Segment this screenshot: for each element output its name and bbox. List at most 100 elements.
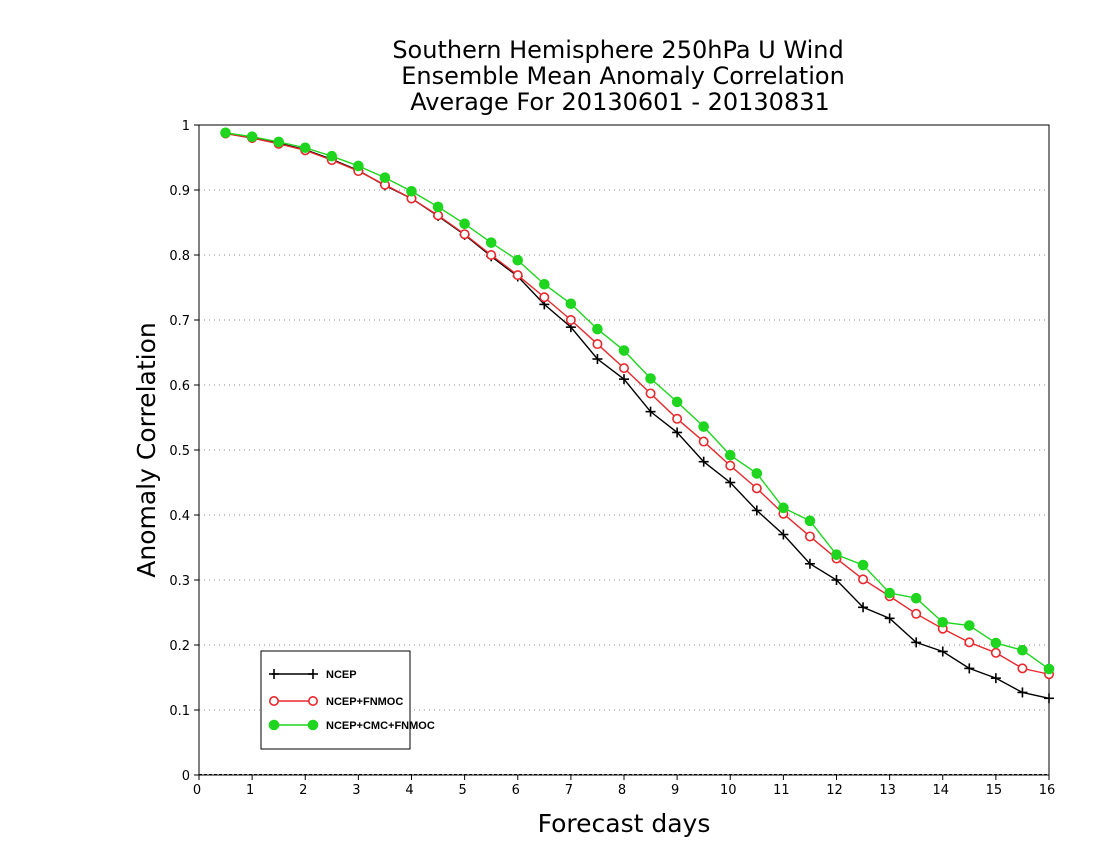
- data-point: [353, 160, 364, 172]
- x-tick-label: 7: [565, 783, 573, 798]
- data-point: [565, 298, 577, 310]
- data-point: [990, 647, 1001, 658]
- x-tick-label: 11: [773, 783, 790, 798]
- data-point: [671, 396, 683, 408]
- data-point: [459, 229, 470, 240]
- data-point: [1043, 663, 1055, 675]
- y-tick-label: 0.8: [169, 249, 190, 264]
- title-line-2: Ensemble Mean Anomaly Correlation: [401, 62, 845, 90]
- y-tick-label: 1: [182, 119, 190, 134]
- x-tick-label: 9: [671, 783, 679, 798]
- data-point: [804, 515, 816, 527]
- data-point: [964, 637, 975, 648]
- data-point: [910, 592, 922, 604]
- data-point: [964, 620, 975, 631]
- data-series: [220, 127, 1055, 704]
- series-ncep-fnmoc: [220, 128, 1055, 680]
- data-point: [698, 421, 709, 432]
- data-point: [857, 559, 869, 571]
- data-point: [539, 278, 550, 290]
- x-tick-label: 10: [720, 783, 737, 798]
- data-point: [539, 292, 550, 303]
- data-point: [592, 339, 603, 350]
- x-tick-label: 6: [512, 783, 520, 798]
- x-tick-label: 2: [299, 783, 307, 798]
- data-point: [307, 695, 318, 706]
- data-point: [804, 531, 815, 542]
- y-tick-label: 0.6: [169, 379, 190, 394]
- legend-box: [260, 650, 411, 750]
- data-point: [937, 616, 949, 628]
- y-tick-label: 0.4: [169, 509, 190, 524]
- data-point: [831, 549, 842, 560]
- data-point: [459, 218, 470, 230]
- data-point: [433, 210, 444, 221]
- data-point: [220, 127, 231, 139]
- data-point: [246, 131, 258, 142]
- series-line: [225, 132, 1050, 670]
- data-point: [645, 373, 656, 384]
- title-line-3: Average For 20130601 - 20130831: [410, 88, 830, 116]
- data-point: [1017, 644, 1028, 656]
- data-point: [512, 254, 524, 266]
- chart-title: Southern Hemisphere 250hPa U Wind Ensemb…: [392, 36, 844, 116]
- series-line: [225, 132, 1050, 675]
- y-tick-label: 0.3: [169, 574, 190, 589]
- series-ncep-cmc-fnmoc: [220, 127, 1055, 675]
- x-tick-label: 16: [1039, 783, 1056, 798]
- data-point: [778, 502, 789, 514]
- legend-entry: NCEP+FNMOC: [268, 695, 403, 708]
- data-point: [725, 460, 736, 471]
- y-tick-label: 0.7: [169, 314, 190, 329]
- data-point: [911, 608, 922, 619]
- legend-entry: NCEP+CMC+FNMOC: [268, 719, 435, 732]
- data-point: [724, 449, 736, 461]
- x-axis-label: Forecast days: [538, 809, 711, 838]
- y-tick-label: 0.1: [169, 704, 190, 719]
- data-point: [565, 314, 576, 325]
- data-point: [884, 587, 895, 599]
- x-tick-label: 14: [932, 783, 949, 798]
- legend-entry: NCEP: [269, 669, 357, 681]
- x-tick-label: 1: [246, 783, 254, 798]
- y-tick-label: 0.2: [169, 639, 190, 654]
- data-point: [1017, 663, 1028, 674]
- data-point: [273, 136, 284, 148]
- data-point: [406, 186, 417, 197]
- x-tick-label: 0: [193, 783, 201, 798]
- data-point: [307, 719, 319, 731]
- y-axis-label: Anomaly Correlation: [132, 322, 161, 577]
- data-point: [299, 142, 311, 154]
- data-point: [618, 345, 630, 356]
- data-point: [592, 323, 603, 335]
- data-point: [751, 483, 762, 494]
- legend: NCEP NCEP+FNMOC NCEP+CMC+FNMOC: [260, 650, 435, 750]
- x-tick-label: 4: [405, 783, 413, 798]
- x-tick-label: 13: [879, 783, 896, 798]
- x-axis: 0 1 2 3 4 5 6 7 8 9 10 11 12 13 14 15 16: [193, 775, 1055, 798]
- title-line-1: Southern Hemisphere 250hPa U Wind: [392, 36, 843, 64]
- x-tick-label: 5: [458, 783, 466, 798]
- x-tick-label: 3: [352, 783, 360, 798]
- data-point: [751, 468, 763, 479]
- y-tick-label: 0: [182, 769, 190, 784]
- data-point: [268, 695, 279, 706]
- data-point: [486, 250, 497, 261]
- data-point: [698, 436, 709, 447]
- data-point: [268, 719, 280, 731]
- data-point: [326, 150, 338, 162]
- legend-label: NCEP+CMC+FNMOC: [326, 720, 435, 732]
- y-tick-label: 0.9: [169, 184, 190, 199]
- data-point: [485, 237, 497, 248]
- legend-label: NCEP+FNMOC: [326, 696, 403, 708]
- data-point: [990, 637, 1002, 649]
- series-ncep: [220, 128, 1054, 704]
- x-tick-label: 15: [986, 783, 1003, 798]
- data-point: [379, 172, 391, 183]
- data-point: [432, 201, 444, 213]
- data-point: [512, 270, 523, 281]
- data-point: [858, 574, 869, 585]
- data-point: [618, 363, 629, 374]
- data-point: [672, 413, 683, 424]
